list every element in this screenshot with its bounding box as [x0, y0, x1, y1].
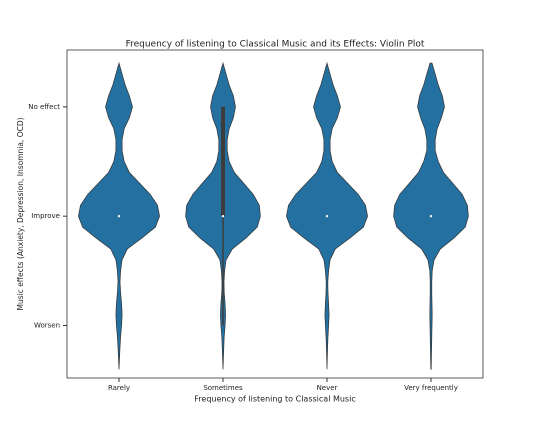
median: [325, 214, 329, 218]
x-tick-label: Very frequently: [404, 384, 458, 392]
y-tick-label: Worsen: [34, 322, 60, 330]
y-axis-label: Music effects (Anxiety, Depression, Inso…: [16, 117, 25, 310]
x-tick-label: Never: [317, 384, 338, 392]
y-tick-label: No effect: [28, 103, 60, 111]
chart-title: Frequency of listening to Classical Musi…: [126, 40, 425, 50]
x-axis-label: Frequency of listening to Classical Musi…: [194, 395, 355, 404]
median: [117, 214, 121, 218]
median: [429, 214, 433, 218]
x-tick-label: Rarely: [108, 384, 130, 392]
x-tick-label: Sometimes: [203, 384, 243, 392]
median: [221, 214, 225, 218]
y-tick-label: Improve: [31, 212, 60, 220]
plot-frame: [66, 49, 484, 379]
